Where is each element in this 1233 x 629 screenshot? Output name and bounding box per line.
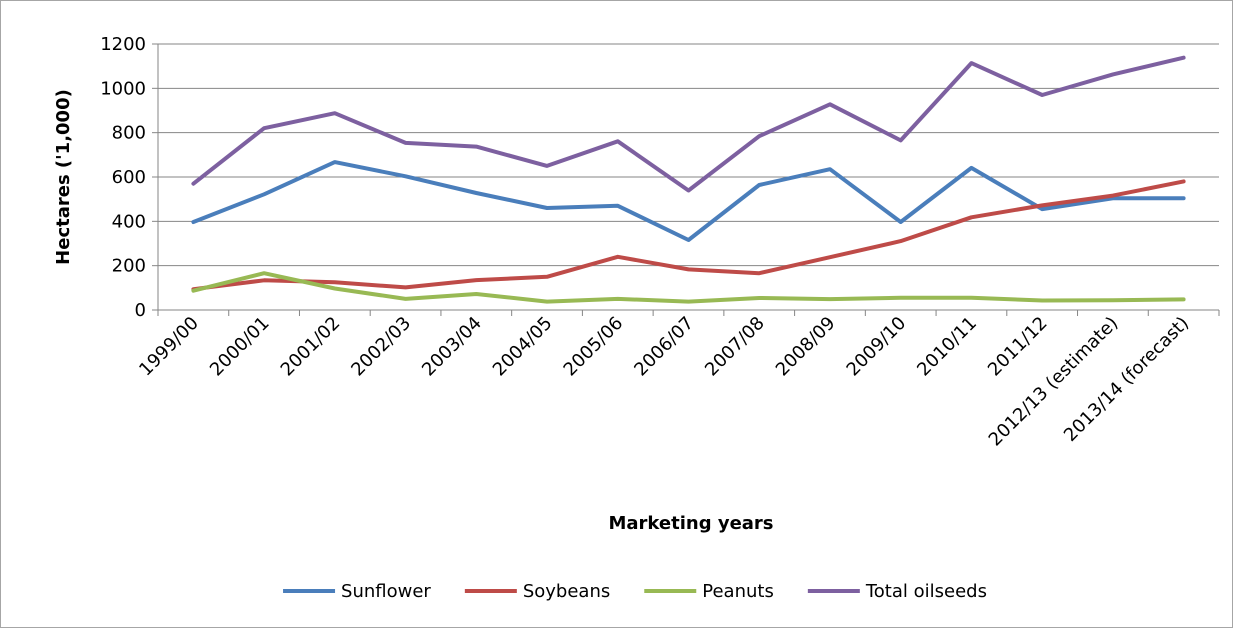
x-tick-label-14: 2013/14 (forecast) [1060,313,1193,446]
y-tick-label-1: 200 [112,256,146,277]
legend-label-peanuts: Peanuts [702,581,774,602]
series-line-peanuts [191,271,1186,304]
x-tick-label-6: 2005/06 [560,313,628,381]
x-tick-label-2: 2001/02 [277,313,345,381]
x-axis-title: Marketing years [608,513,773,534]
legend-label-total-oilseeds: Total oilseeds [865,581,987,602]
series-line-sunflower [191,160,1186,242]
y-tick-labels: 0 200 400 600 800 1000 1200 [100,34,146,321]
x-tick-label-3: 2002/03 [347,313,415,381]
x-tick-label-8: 2007/08 [701,313,769,381]
gridlines [158,43,1219,267]
y-tick-label-3: 600 [112,167,146,188]
x-tick-label-5: 2004/05 [489,313,557,381]
x-tick-label-10: 2009/10 [843,313,911,381]
x-tick-label-4: 2003/04 [418,313,486,381]
x-tick-label-7: 2006/07 [630,313,698,381]
legend-label-soybeans: Soybeans [523,581,610,602]
legend-label-sunflower: Sunflower [341,581,431,602]
y-tick-label-5: 1000 [100,78,146,99]
y-axis-title: Hectares ('1,000) [53,89,74,265]
axes [152,43,1220,316]
x-tick-label-13: 2012/13 (estimate) [985,313,1123,451]
series-line-soybeans [191,179,1186,292]
legend: Sunflower Soybeans Peanuts Total oilseeds [283,581,987,602]
y-tick-label-2: 400 [112,211,146,232]
y-tick-label-6: 1200 [100,34,146,55]
y-tick-label-0: 0 [135,300,146,321]
x-tick-label-11: 2010/11 [913,313,981,381]
x-tick-label-1: 2000/01 [206,313,274,381]
y-tick-label-4: 800 [112,123,146,144]
series-lines [191,55,1186,304]
series-line-total-oilseeds [191,55,1186,193]
x-tick-label-0: 1999/00 [135,313,203,381]
x-tick-labels: 1999/00 2000/01 2001/02 2002/03 2003/04 2004/… [135,313,1193,451]
x-tick-label-12: 2011/12 [984,313,1052,381]
x-tick-label-9: 2008/09 [772,313,840,381]
